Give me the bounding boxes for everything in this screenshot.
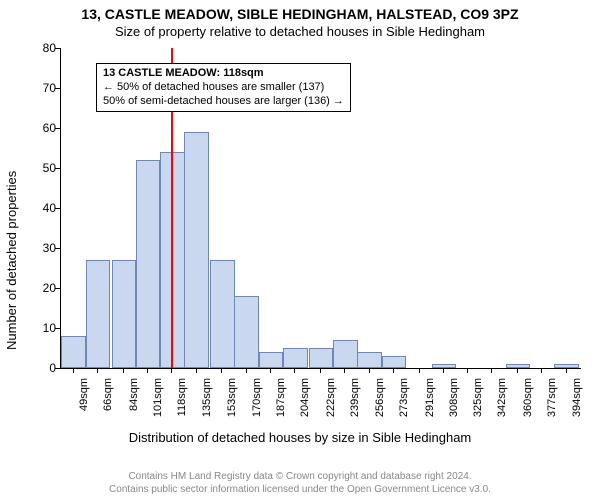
histogram-bar: [333, 340, 358, 368]
x-tick-mark: [443, 368, 444, 373]
x-tick-label: 377sqm: [546, 378, 558, 423]
x-tick-label: 222sqm: [325, 378, 337, 423]
histogram-bar: [86, 260, 111, 368]
histogram-bar: [210, 260, 235, 368]
histogram-bar: [357, 352, 382, 368]
x-tick-label: 342sqm: [496, 378, 508, 423]
y-tick-mark: [55, 208, 60, 209]
y-tick-mark: [55, 328, 60, 329]
x-tick-mark: [541, 368, 542, 373]
chart-title-line1: 13, CASTLE MEADOW, SIBLE HEDINGHAM, HALS…: [0, 6, 600, 22]
y-tick-label: 60: [26, 121, 56, 135]
x-tick-mark: [294, 368, 295, 373]
x-tick-mark: [246, 368, 247, 373]
histogram-bar: [136, 160, 161, 368]
histogram-bar: [61, 336, 86, 368]
x-tick-label: 394sqm: [571, 378, 583, 423]
x-tick-mark: [171, 368, 172, 373]
x-tick-label: 291sqm: [424, 378, 436, 423]
x-tick-label: 187sqm: [275, 378, 287, 423]
x-tick-label: 360sqm: [522, 378, 534, 423]
x-tick-mark: [419, 368, 420, 373]
x-tick-mark: [393, 368, 394, 373]
plot-area: 13 CASTLE MEADOW: 118sqm ← 50% of detach…: [60, 48, 581, 369]
y-tick-mark: [55, 288, 60, 289]
y-tick-label: 10: [26, 321, 56, 335]
y-tick-mark: [55, 368, 60, 369]
footer-line1: Contains HM Land Registry data © Crown c…: [128, 471, 471, 482]
y-tick-label: 70: [26, 81, 56, 95]
histogram-bar: [234, 296, 259, 368]
x-tick-mark: [221, 368, 222, 373]
x-axis-label: Distribution of detached houses by size …: [0, 430, 600, 445]
y-tick-label: 40: [26, 201, 56, 215]
x-tick-mark: [491, 368, 492, 373]
y-tick-label: 50: [26, 161, 56, 175]
y-tick-label: 20: [26, 281, 56, 295]
y-tick-mark: [55, 248, 60, 249]
footer-attribution: Contains HM Land Registry data © Crown c…: [0, 471, 600, 496]
annotation-line3: 50% of semi-detached houses are larger (…: [103, 95, 344, 107]
x-tick-mark: [517, 368, 518, 373]
y-tick-label: 0: [26, 361, 56, 375]
x-tick-label: 153sqm: [226, 378, 238, 423]
histogram-bar: [184, 132, 209, 368]
histogram-bar: [382, 356, 407, 368]
y-axis-label: Number of detached properties: [4, 61, 19, 240]
x-tick-mark: [73, 368, 74, 373]
x-tick-mark: [320, 368, 321, 373]
x-tick-label: 170sqm: [251, 378, 263, 423]
x-tick-label: 325sqm: [472, 378, 484, 423]
x-tick-label: 49sqm: [78, 378, 90, 423]
histogram-bar: [432, 364, 457, 368]
histogram-bar: [259, 352, 284, 368]
chart-title-line2: Size of property relative to detached ho…: [0, 24, 600, 39]
x-tick-mark: [369, 368, 370, 373]
annotation-line1: 13 CASTLE MEADOW: 118sqm: [103, 67, 264, 79]
x-tick-label: 204sqm: [299, 378, 311, 423]
chart-container: 13, CASTLE MEADOW, SIBLE HEDINGHAM, HALS…: [0, 0, 600, 500]
x-tick-mark: [196, 368, 197, 373]
y-tick-mark: [55, 168, 60, 169]
y-tick-mark: [55, 128, 60, 129]
x-tick-label: 101sqm: [152, 378, 164, 423]
x-tick-mark: [344, 368, 345, 373]
x-tick-mark: [467, 368, 468, 373]
x-tick-mark: [270, 368, 271, 373]
x-tick-mark: [123, 368, 124, 373]
footer-line2: Contains public sector information licen…: [109, 484, 491, 495]
x-tick-label: 118sqm: [176, 378, 188, 423]
annotation-box: 13 CASTLE MEADOW: 118sqm ← 50% of detach…: [96, 63, 351, 112]
x-tick-label: 256sqm: [374, 378, 386, 423]
y-tick-mark: [55, 48, 60, 49]
histogram-bar: [309, 348, 334, 368]
x-tick-label: 66sqm: [102, 378, 114, 423]
y-tick-label: 30: [26, 241, 56, 255]
histogram-bar: [283, 348, 308, 368]
x-tick-mark: [566, 368, 567, 373]
x-tick-label: 308sqm: [448, 378, 460, 423]
x-tick-mark: [147, 368, 148, 373]
histogram-bar: [112, 260, 137, 368]
x-tick-label: 239sqm: [349, 378, 361, 423]
y-tick-label: 80: [26, 41, 56, 55]
annotation-line2: ← 50% of detached houses are smaller (13…: [103, 81, 324, 93]
x-tick-label: 135sqm: [201, 378, 213, 423]
x-tick-mark: [97, 368, 98, 373]
x-tick-label: 273sqm: [398, 378, 410, 423]
x-tick-label: 84sqm: [128, 378, 140, 423]
y-tick-mark: [55, 88, 60, 89]
